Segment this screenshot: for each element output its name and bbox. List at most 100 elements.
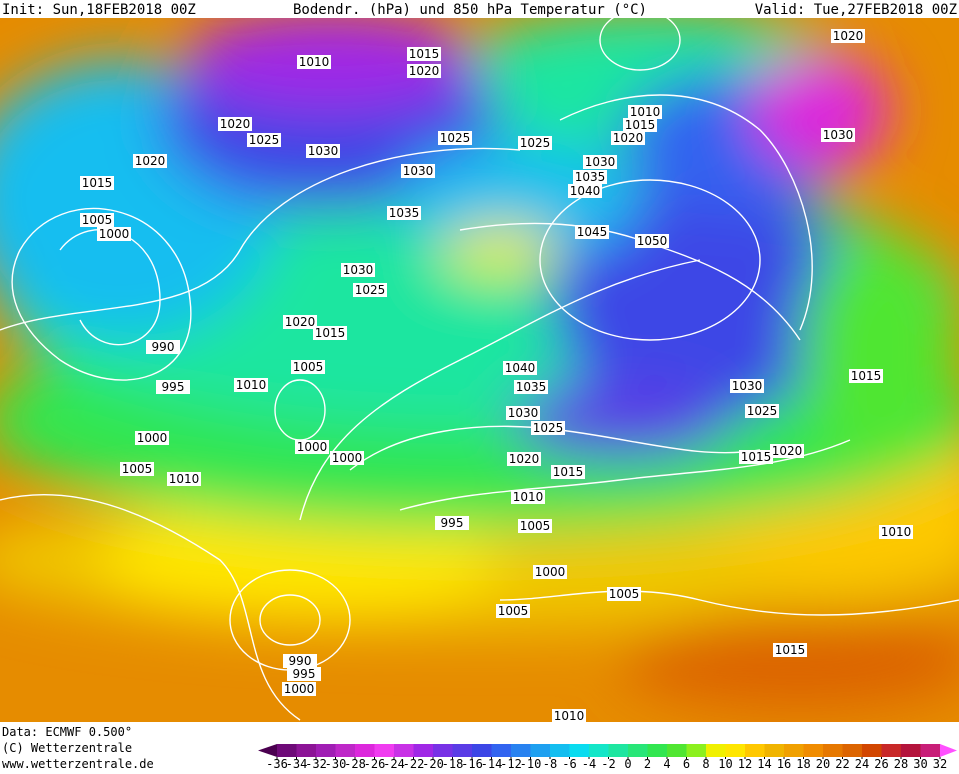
label-box xyxy=(234,378,268,392)
colorbar-tick-label: 18 xyxy=(796,757,810,770)
isobar-label: 1045 xyxy=(577,225,608,239)
isobar-label: 1035 xyxy=(575,170,606,184)
label-box xyxy=(575,225,609,239)
isobar-label: 1035 xyxy=(389,206,420,220)
label-box xyxy=(135,431,169,445)
label-box xyxy=(831,29,865,43)
isobar-label: 1005 xyxy=(82,213,113,227)
isobar-label: 1025 xyxy=(520,136,551,150)
isobar-label: 995 xyxy=(293,667,316,681)
colorbar-tick-label: -16 xyxy=(461,757,483,770)
map-field: 1010101510201020102510301020101510051000… xyxy=(0,18,959,722)
colorbar-swatch xyxy=(511,744,531,757)
label-box xyxy=(120,462,154,476)
label-box xyxy=(291,360,325,374)
label-box xyxy=(611,131,645,145)
isobar-label: 1025 xyxy=(249,133,280,147)
label-box xyxy=(623,118,657,132)
isobar-label: 1015 xyxy=(315,326,346,340)
colorbar-swatch xyxy=(316,744,336,757)
isobar-label: 1050 xyxy=(637,234,668,248)
label-box xyxy=(282,682,316,696)
isobar-label: 990 xyxy=(289,654,312,668)
label-box xyxy=(247,133,281,147)
colorbar-tick-label: -24 xyxy=(383,757,405,770)
colorbar-swatch xyxy=(920,744,941,757)
isobar-label: 1030 xyxy=(343,263,374,277)
colorbar-tick-label: 0 xyxy=(624,757,631,770)
isobar-label: 1020 xyxy=(613,131,644,145)
colorbar-swatch xyxy=(355,744,375,757)
isobar-label: 1015 xyxy=(409,47,440,61)
label-box xyxy=(80,213,114,227)
colorbar-tick-label: -26 xyxy=(364,757,386,770)
colorbar-swatch xyxy=(589,744,609,757)
isobar-label: 1010 xyxy=(630,105,661,119)
colorbar-swatch xyxy=(472,744,492,757)
label-box xyxy=(511,490,545,504)
isobar-label: 995 xyxy=(441,516,464,530)
colorbar-tick-label: 14 xyxy=(757,757,771,770)
colorbar-swatch xyxy=(803,744,824,757)
isobar-label: 1030 xyxy=(585,155,616,169)
colorbar-tick-label: -32 xyxy=(305,757,327,770)
label-box xyxy=(770,444,804,458)
colorbar-swatch xyxy=(628,744,648,757)
label-box xyxy=(635,234,669,248)
isobar-label: 1030 xyxy=(508,406,539,420)
label-box xyxy=(583,155,617,169)
isobar-labels: 1010101510201020102510301020101510051000… xyxy=(80,29,913,722)
isobar-label: 1015 xyxy=(851,369,882,383)
label-box xyxy=(341,263,375,277)
isobar-label: 1005 xyxy=(293,360,324,374)
colorbar-tick-label: -12 xyxy=(500,757,522,770)
isobar-label: 1030 xyxy=(308,144,339,158)
label-box xyxy=(518,136,552,150)
isobar-label: 1005 xyxy=(520,519,551,533)
isobar-label: 1000 xyxy=(137,431,168,445)
isobar-label: 1000 xyxy=(535,565,566,579)
colorbar-tick-label: -10 xyxy=(520,757,542,770)
label-box xyxy=(313,326,347,340)
isobar-label: 1020 xyxy=(833,29,864,43)
label-box xyxy=(518,519,552,533)
colorbar-swatch xyxy=(881,744,902,757)
label-box xyxy=(97,227,131,241)
label-box xyxy=(438,131,472,145)
colorbar-end xyxy=(258,744,277,757)
label-box xyxy=(80,176,114,190)
colorbar-tick-label: 24 xyxy=(855,757,869,770)
isobar-label: 1015 xyxy=(82,176,113,190)
isobar-label: 1005 xyxy=(609,587,640,601)
isobar-label: 1000 xyxy=(332,451,363,465)
isobar-label: 990 xyxy=(152,340,175,354)
label-box xyxy=(739,450,773,464)
colorbar-swatch xyxy=(686,744,707,757)
label-box xyxy=(531,421,565,435)
label-box xyxy=(146,340,180,354)
isobar-label: 995 xyxy=(162,380,185,394)
label-box xyxy=(295,440,329,454)
colorbar-tick-label: -20 xyxy=(422,757,444,770)
colorbar-swatch xyxy=(823,744,843,757)
label-box xyxy=(773,643,807,657)
isobar-label: 1015 xyxy=(625,118,656,132)
colorbar-swatch xyxy=(745,744,765,757)
label-box xyxy=(730,379,764,393)
copyright: (C) Wetterzentrale xyxy=(2,741,132,755)
label-box xyxy=(156,380,190,394)
colorbar: -36-34-32-30-28-26-24-22-20-18-16-14-12-… xyxy=(258,744,957,771)
colorbar-tick-label: -36 xyxy=(266,757,288,770)
colorbar-tick-label: 6 xyxy=(683,757,690,770)
label-box xyxy=(283,315,317,329)
colorbar-tick-label: -30 xyxy=(325,757,347,770)
label-box xyxy=(133,154,167,168)
label-box xyxy=(507,452,541,466)
colorbar-end xyxy=(940,744,957,757)
isobar-label: 1025 xyxy=(747,404,778,418)
label-box xyxy=(551,465,585,479)
colorbar-swatch xyxy=(550,744,570,757)
website: www.wetterzentrale.de xyxy=(2,757,154,770)
colorbar-tick-label: -28 xyxy=(344,757,366,770)
